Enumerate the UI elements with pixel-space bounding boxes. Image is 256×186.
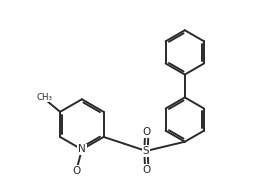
Text: O: O [72, 166, 80, 176]
Text: N: N [78, 145, 86, 155]
Text: O: O [143, 165, 151, 175]
Text: S: S [143, 146, 149, 156]
Text: O: O [143, 127, 151, 137]
Text: CH₃: CH₃ [37, 93, 52, 102]
